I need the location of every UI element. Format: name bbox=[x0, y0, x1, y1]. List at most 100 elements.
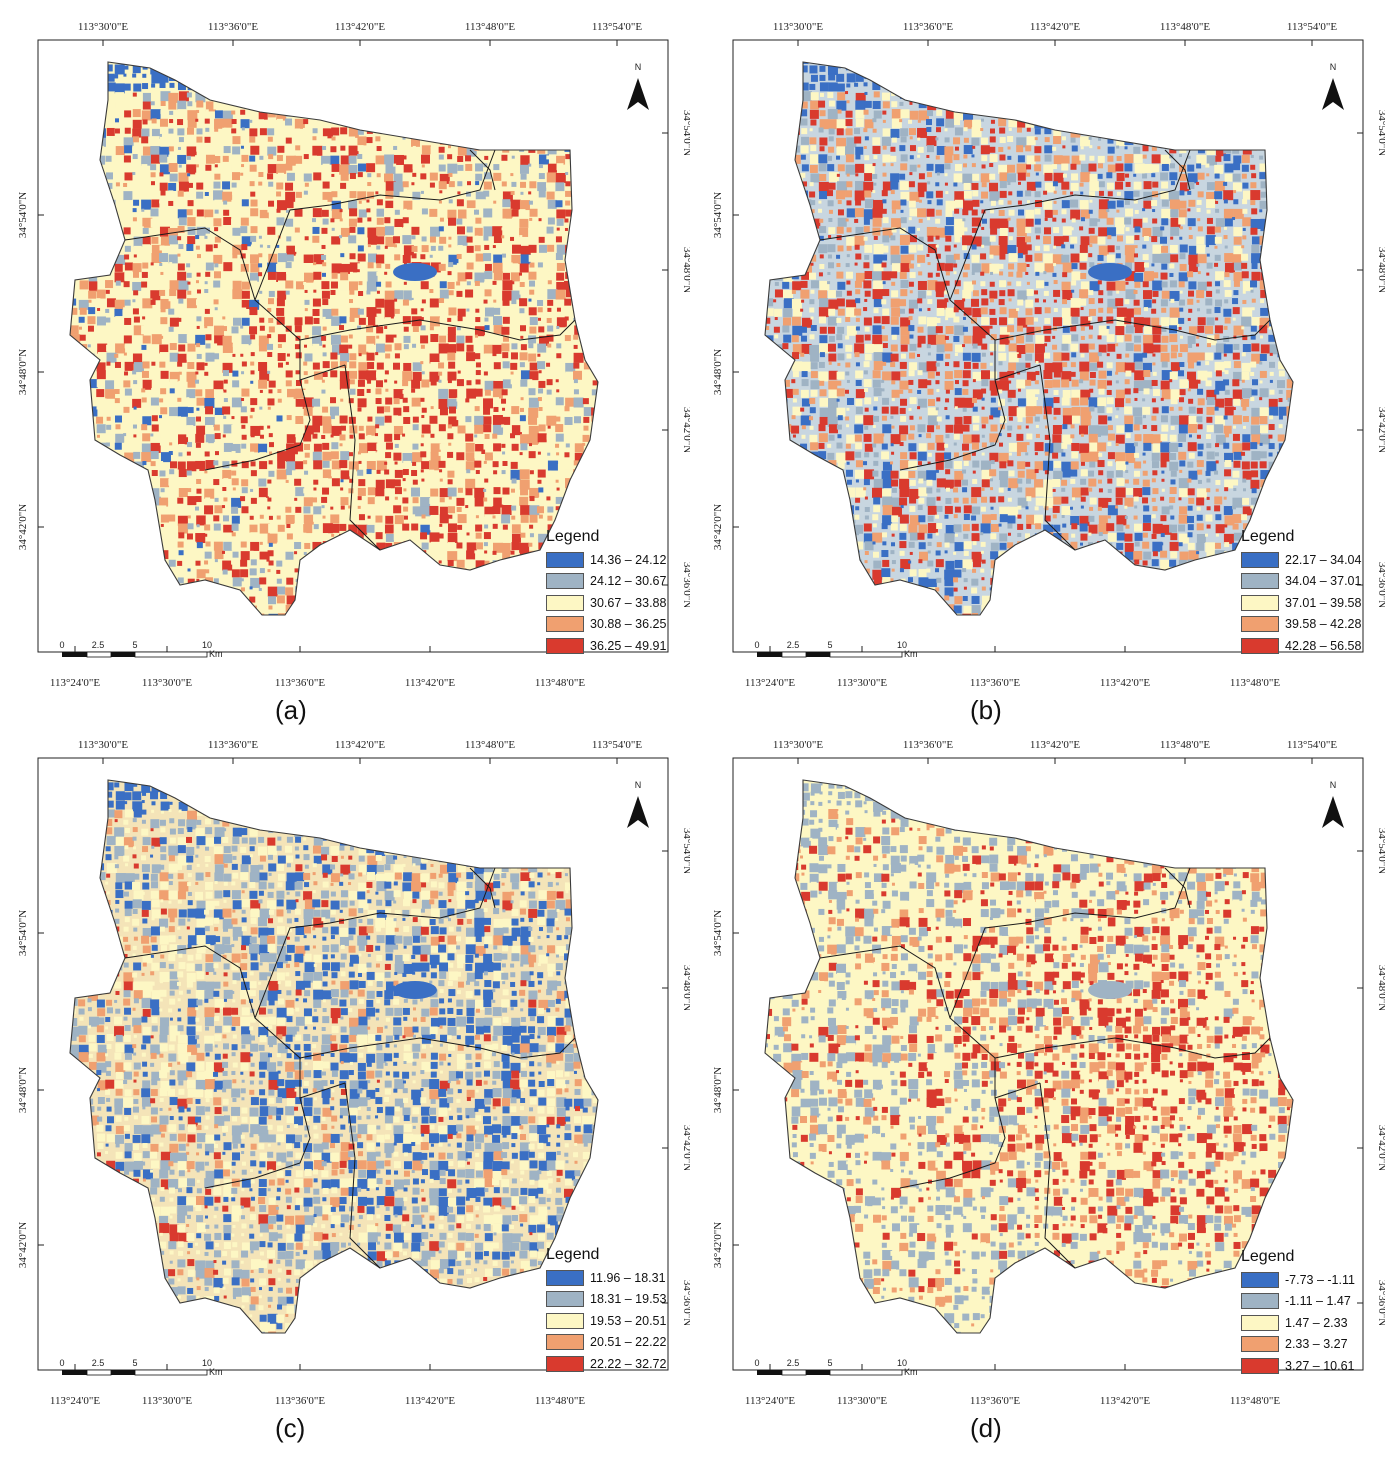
left-latitude-label: 34°54'0"N bbox=[712, 192, 724, 238]
top-longitude-label: 113°54'0"E bbox=[1287, 739, 1337, 751]
district-boundary bbox=[469, 867, 496, 909]
left-latitude-label: 34°42'0"N bbox=[17, 504, 29, 550]
left-latitude-label: 34°48'0"N bbox=[17, 349, 29, 395]
legend-swatch bbox=[546, 616, 584, 633]
left-latitude-label: 34°42'0"N bbox=[17, 1222, 29, 1268]
legend-item-label: 42.28 – 56.58 bbox=[1285, 638, 1362, 653]
legend-item-label: 19.53 – 20.51 bbox=[590, 1313, 667, 1328]
legend-title: Legend bbox=[546, 1246, 600, 1263]
scale-bar-tick-label: 10 bbox=[897, 640, 907, 650]
scale-bar-tick-label: 10 bbox=[202, 640, 212, 650]
legend-item: -1.11 – 1.47 bbox=[1241, 1291, 1355, 1313]
left-latitude-label: 34°54'0"N bbox=[712, 910, 724, 956]
legend-item: 36.25 – 49.91 bbox=[546, 635, 666, 657]
right-latitude-label: 34°54'0"N bbox=[1376, 110, 1385, 156]
legend-item: 11.96 – 18.31 bbox=[546, 1267, 666, 1289]
district-boundary bbox=[994, 1037, 1271, 1059]
legend-item: 30.67 – 33.88 bbox=[546, 592, 666, 614]
legend-item-label: 34.04 – 37.01 bbox=[1285, 574, 1362, 589]
district-boundary bbox=[299, 1082, 346, 1099]
legend-item-label: 18.31 – 19.53 bbox=[590, 1292, 667, 1307]
legend-item-label: 24.12 – 30.67 bbox=[590, 574, 667, 589]
scale-bar-tick-label: 10 bbox=[202, 1358, 212, 1368]
north-arrow-label: N bbox=[635, 780, 642, 790]
top-longitude-label: 113°48'0"E bbox=[1160, 739, 1210, 751]
legend-item-label: 2.33 – 3.27 bbox=[1285, 1337, 1348, 1352]
top-longitude-label: 113°48'0"E bbox=[1160, 21, 1210, 33]
legend-swatch bbox=[546, 637, 584, 654]
scale-bar-tick-label: 2.5 bbox=[787, 1358, 800, 1368]
district-boundary bbox=[344, 1082, 381, 1269]
legend-item-label: 20.51 – 22.22 bbox=[590, 1335, 667, 1350]
district-boundary bbox=[254, 867, 496, 1019]
scale-bar-tick-label: 5 bbox=[827, 1358, 832, 1368]
district-boundary bbox=[819, 945, 1006, 1189]
legend-a: Legend 14.36 – 24.12 24.12 – 30.67 30.67 – … bbox=[546, 528, 666, 657]
panel-label-a: (a) bbox=[275, 695, 307, 725]
right-latitude-label: 34°48'0"N bbox=[1376, 965, 1385, 1011]
top-longitude-label: 113°36'0"E bbox=[208, 739, 258, 751]
district-boundary bbox=[994, 364, 1041, 381]
left-latitude-label: 34°48'0"N bbox=[17, 1067, 29, 1113]
top-longitude-label: 113°30'0"E bbox=[78, 21, 128, 33]
legend-item-label: 30.88 – 36.25 bbox=[590, 617, 667, 632]
map-frame bbox=[732, 757, 1364, 1371]
legend-item-label: 37.01 – 39.58 bbox=[1285, 595, 1362, 610]
study-area-outline bbox=[764, 61, 1294, 616]
legend-item-label: 22.22 – 32.72 bbox=[590, 1356, 667, 1371]
legend-swatch bbox=[1241, 1271, 1279, 1288]
district-boundary bbox=[299, 1037, 576, 1059]
legend-swatch bbox=[1241, 616, 1279, 633]
right-latitude-label: 34°36'0"N bbox=[681, 1280, 690, 1326]
district-boundary bbox=[469, 149, 496, 191]
legend-swatch bbox=[1241, 637, 1279, 654]
scale-bar-tick-label: 10 bbox=[897, 1358, 907, 1368]
district-boundary bbox=[124, 227, 311, 471]
legend-swatch bbox=[546, 594, 584, 611]
legend-swatch bbox=[1241, 1293, 1279, 1310]
bottom-longitude-label: 113°24'0"E bbox=[50, 677, 100, 689]
district-boundary bbox=[994, 1082, 1041, 1099]
map-svg-c: 113°30'0"E 113°36'0"E 113°42'0"E 113°48'0"E… bbox=[17, 739, 690, 1407]
scale-bar-unit: Km bbox=[904, 1367, 918, 1377]
legend-item: 2.33 – 3.27 bbox=[1241, 1334, 1355, 1356]
legend-item: 18.31 – 19.53 bbox=[546, 1289, 666, 1311]
district-boundary bbox=[124, 945, 311, 1189]
bottom-longitude-label: 113°36'0"E bbox=[275, 677, 325, 689]
top-longitude-label: 113°54'0"E bbox=[592, 21, 642, 33]
district-boundary bbox=[1039, 364, 1076, 551]
scale-bar-unit: Km bbox=[904, 649, 918, 659]
legend-swatch bbox=[546, 1312, 584, 1329]
district-boundary bbox=[1039, 1082, 1076, 1269]
bottom-longitude-label: 113°30'0"E bbox=[142, 677, 192, 689]
right-latitude-label: 34°36'0"N bbox=[1376, 1280, 1385, 1326]
right-latitude-label: 34°48'0"N bbox=[681, 965, 690, 1011]
left-latitude-label: 34°48'0"N bbox=[712, 349, 724, 395]
legend-swatch bbox=[546, 1355, 584, 1372]
bottom-longitude-label: 113°24'0"E bbox=[50, 1395, 100, 1407]
left-latitude-label: 34°54'0"N bbox=[17, 192, 29, 238]
scale-bar-tick-label: 2.5 bbox=[787, 640, 800, 650]
district-boundary bbox=[344, 364, 381, 551]
bottom-longitude-label: 113°42'0"E bbox=[405, 677, 455, 689]
right-latitude-label: 34°42'0"N bbox=[681, 1125, 690, 1171]
top-longitude-label: 113°36'0"E bbox=[208, 21, 258, 33]
right-latitude-label: 34°48'0"N bbox=[681, 247, 690, 293]
legend-item-label: 11.96 – 18.31 bbox=[590, 1270, 666, 1285]
legend-swatch bbox=[1241, 594, 1279, 611]
legend-swatch bbox=[546, 1269, 584, 1286]
scale-bar-tick-label: 0 bbox=[59, 640, 64, 650]
north-arrow-icon: N bbox=[627, 62, 649, 110]
map-svg-a: 113°30'0"E 113°36'0"E 113°42'0"E 113°48'0"E… bbox=[17, 21, 690, 689]
legend-swatch bbox=[1241, 1336, 1279, 1353]
legend-swatch bbox=[546, 1291, 584, 1308]
bottom-longitude-label: 113°30'0"E bbox=[142, 1395, 192, 1407]
bottom-longitude-label: 113°36'0"E bbox=[275, 1395, 325, 1407]
legend-item: 20.51 – 22.22 bbox=[546, 1332, 666, 1354]
legend-item: 30.88 – 36.25 bbox=[546, 614, 666, 636]
study-area-raster bbox=[765, 780, 1293, 1333]
top-longitude-label: 113°36'0"E bbox=[903, 21, 953, 33]
